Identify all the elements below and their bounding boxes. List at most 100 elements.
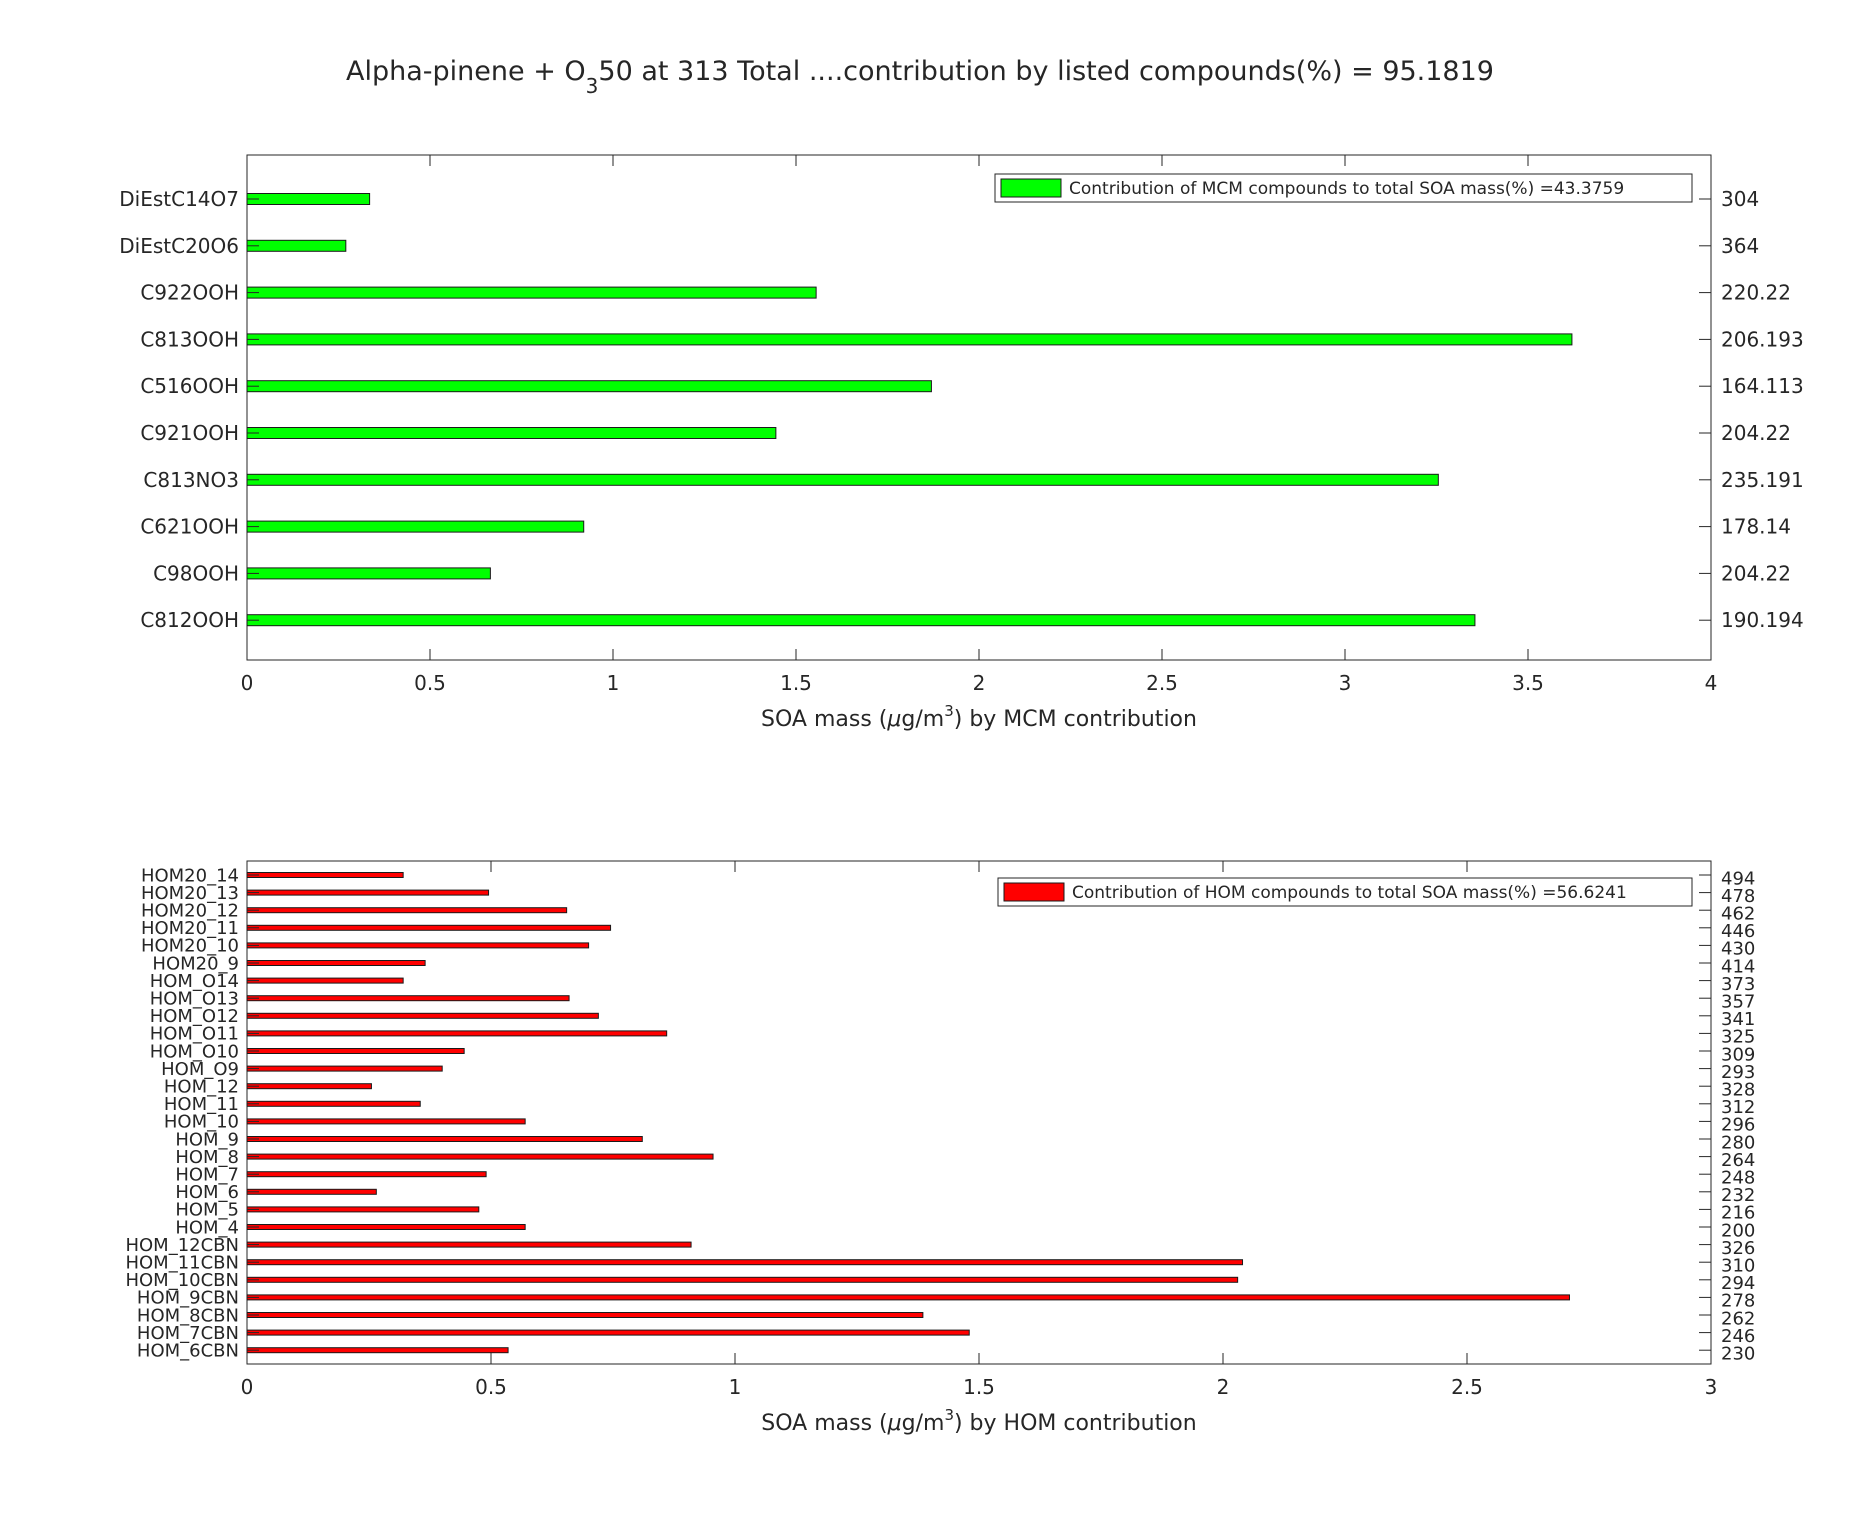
- category-label: HOM_6CBN: [137, 1341, 239, 1362]
- right-axis-label: 364: [1721, 234, 1759, 258]
- category-label: C922OOH: [140, 281, 239, 305]
- bar: [246, 1153, 714, 1160]
- right-axis-label: 206.193: [1721, 327, 1804, 351]
- x-tick-label: 3.5: [1512, 671, 1544, 695]
- right-axis-label: 309: [1721, 1044, 1755, 1065]
- right-axis-label: 280: [1721, 1132, 1755, 1153]
- right-axis-label: 328: [1721, 1080, 1755, 1101]
- category-label: HOM_O11: [150, 1024, 239, 1045]
- bar: [246, 1347, 509, 1354]
- x-tick-label: 3: [1339, 671, 1352, 695]
- bar: [246, 1188, 377, 1195]
- x-axis-label: SOA mass (μg/m3) by HOM contribution: [761, 1406, 1196, 1436]
- bar: [246, 872, 404, 878]
- right-axis-label: 414: [1721, 956, 1755, 977]
- category-label: HOM_12: [164, 1077, 239, 1098]
- hom-bar-chart: 0 0.5 1 1.5 2 2.5 3 HOM20_14 494 HOM20_13 478 HOM20…: [125, 860, 1755, 1436]
- right-axis-label: 204.22: [1721, 421, 1791, 445]
- category-label: HOM_11: [164, 1094, 239, 1115]
- category-label: HOM_O13: [150, 989, 239, 1010]
- right-axis-label: 190.194: [1721, 608, 1804, 632]
- x-tick-label: 2.5: [1146, 671, 1178, 695]
- x-tick-label: 2: [973, 671, 986, 695]
- right-axis-label: 246: [1721, 1326, 1755, 1347]
- category-label: C813NO3: [143, 468, 239, 492]
- bar: [246, 427, 777, 439]
- right-axis-label: 200: [1721, 1220, 1755, 1241]
- category-label: HOM_7: [175, 1165, 239, 1186]
- category-label: HOM_7CBN: [137, 1323, 239, 1344]
- right-axis-label: 178.14: [1721, 515, 1791, 539]
- bar: [246, 1259, 1244, 1266]
- bar: [246, 1100, 421, 1107]
- right-axis-label: 357: [1721, 992, 1755, 1013]
- right-axis-label: 278: [1721, 1291, 1755, 1312]
- right-axis-label: 220.22: [1721, 281, 1791, 305]
- legend-text: Contribution of MCM compounds to total S…: [1069, 179, 1624, 199]
- right-axis-label: 293: [1721, 1062, 1755, 1083]
- category-label: HOM20_14: [141, 865, 239, 886]
- category-label: HOM_O10: [150, 1041, 239, 1062]
- plot-area: [246, 860, 1712, 1365]
- category-label: C98OOH: [153, 561, 239, 585]
- category-label: DiEstC14O7: [119, 187, 239, 211]
- bar: [246, 1241, 692, 1248]
- plot-area: [246, 154, 1712, 661]
- category-label: C921OOH: [140, 421, 239, 445]
- right-axis-label: 248: [1721, 1168, 1755, 1189]
- right-axis-label: 462: [1721, 904, 1755, 925]
- right-axis-label: 230: [1721, 1344, 1755, 1365]
- right-axis-label: 235.191: [1721, 468, 1804, 492]
- right-axis-label: 232: [1721, 1185, 1755, 1206]
- bar: [246, 995, 570, 1002]
- category-label: C813OOH: [140, 327, 239, 351]
- bar: [246, 1118, 526, 1125]
- x-axis-label: SOA mass (μg/m3) by MCM contribution: [761, 702, 1197, 732]
- bar: [246, 1012, 599, 1019]
- x-tick-label: 4: [1705, 671, 1718, 695]
- x-tick-label: 1: [607, 671, 620, 695]
- bar: [246, 567, 491, 580]
- right-axis-label: 430: [1721, 939, 1755, 960]
- bar: [246, 1083, 372, 1090]
- category-label: HOM_O9: [161, 1059, 239, 1080]
- mcm-bar-chart: 0 0.5 1 1.5 2 2.5 3 3.5 4 DiEstC14O7 304 DiEstC20O6…: [119, 154, 1804, 732]
- right-axis-label: 304: [1721, 187, 1759, 211]
- category-label: HOM_6: [175, 1182, 239, 1203]
- category-label: HOM_11CBN: [125, 1253, 239, 1274]
- bar: [246, 1136, 643, 1142]
- bar: [246, 614, 1476, 627]
- bar: [246, 239, 347, 252]
- legend-swatch: [1003, 882, 1065, 902]
- right-axis-label: 373: [1721, 974, 1755, 995]
- right-axis-label: 326: [1721, 1238, 1755, 1259]
- category-label: HOM_O14: [150, 971, 239, 992]
- category-label: HOM20_13: [141, 883, 239, 904]
- category-label: DiEstC20O6: [119, 234, 239, 258]
- right-axis-label: 446: [1721, 921, 1755, 942]
- category-label: HOM_4: [175, 1217, 239, 1238]
- bar: [246, 520, 585, 533]
- category-label: C812OOH: [140, 608, 239, 632]
- x-tick-label: 0.5: [414, 671, 446, 695]
- legend-text: Contribution of HOM compounds to total S…: [1072, 883, 1627, 903]
- bar: [246, 1171, 487, 1178]
- x-tick-label: 0: [241, 671, 254, 695]
- category-label: HOM20_9: [152, 953, 239, 974]
- bar: [246, 380, 932, 393]
- bar: [246, 1065, 443, 1072]
- bar: [246, 1329, 970, 1336]
- x-tick-label: 1.5: [963, 1375, 995, 1399]
- category-label: HOM_8CBN: [137, 1305, 239, 1326]
- category-label: HOM_O12: [150, 1006, 239, 1027]
- right-axis-label: 294: [1721, 1273, 1755, 1294]
- category-label: HOM20_10: [141, 936, 239, 957]
- category-label: HOM_12CBN: [125, 1235, 239, 1256]
- bar: [246, 889, 490, 896]
- bar: [246, 1206, 480, 1213]
- category-label: HOM_5: [175, 1200, 239, 1221]
- category-label: C621OOH: [140, 515, 239, 539]
- right-axis-label: 310: [1721, 1256, 1755, 1277]
- x-tick-label: 0.5: [475, 1375, 507, 1399]
